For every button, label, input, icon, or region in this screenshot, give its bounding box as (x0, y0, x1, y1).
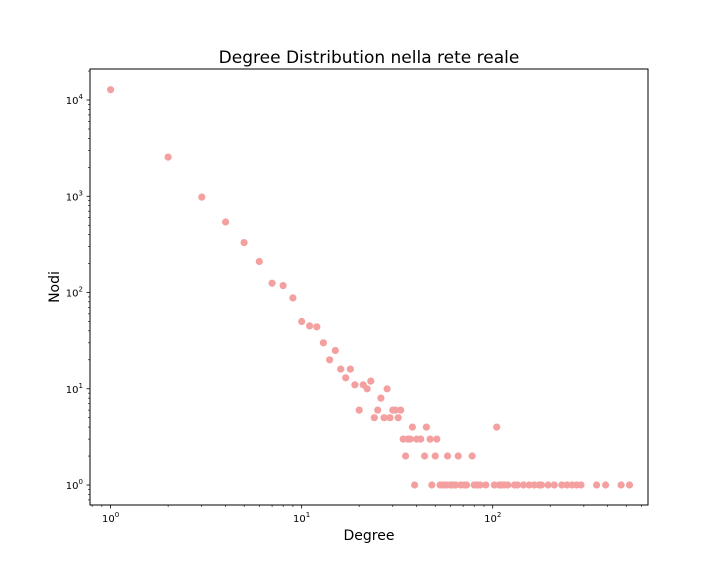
scatter-points (107, 86, 634, 489)
scatter-point (525, 481, 533, 489)
scatter-point (537, 481, 546, 489)
scatter-point (319, 339, 327, 347)
y-tick-label: 100 (66, 478, 83, 492)
scatter-point (397, 406, 405, 414)
x-tick-label: 100 (102, 511, 119, 525)
scatter-point (617, 481, 625, 489)
scatter-point (342, 374, 350, 382)
scatter-point (313, 323, 321, 331)
scatter-point (504, 481, 512, 489)
scatter-point (426, 435, 434, 443)
scatter-point (367, 377, 375, 385)
scatter-point (514, 481, 522, 489)
scatter-point (374, 406, 382, 414)
x-tick-label: 102 (484, 511, 501, 525)
scatter-point (383, 385, 391, 393)
scatter-point (476, 481, 484, 489)
y-tick-label: 104 (66, 93, 84, 107)
scatter-point (431, 452, 439, 460)
scatter-point (421, 452, 429, 460)
scatter-point (408, 423, 416, 431)
scatter-point (406, 435, 414, 443)
x-axis: 100 101 102 (91, 505, 642, 525)
scatter-point (255, 257, 263, 266)
x-tick-label: 101 (293, 511, 310, 525)
scatter-point (289, 294, 297, 302)
scatter-point (107, 86, 115, 94)
scatter-point (164, 153, 172, 161)
scatter-point (452, 481, 460, 489)
scatter-point (519, 481, 528, 489)
chart-title: Degree Distribution nella rete reale (219, 48, 520, 68)
scatter-point (493, 423, 501, 431)
y-axis: 100 101 102 103 104 (66, 70, 90, 501)
y-tick-label: 103 (66, 189, 83, 203)
scatter-point (298, 317, 306, 326)
scatter-point (198, 193, 206, 201)
scatter-point (394, 414, 402, 422)
scatter-point (482, 481, 490, 489)
scatter-point (337, 365, 345, 373)
scatter-point (346, 365, 354, 373)
scatter-point (577, 481, 585, 489)
scatter-point (331, 346, 339, 355)
scatter-point (351, 381, 359, 389)
x-axis-label: Degree (344, 528, 395, 544)
scatter-point (279, 282, 287, 290)
scatter-point (428, 481, 436, 489)
scatter-point (468, 452, 476, 460)
scatter-point (625, 481, 634, 489)
scatter-point (402, 452, 410, 460)
scatter-point (380, 414, 388, 422)
scatter-point (602, 481, 610, 489)
scatter-point (240, 239, 248, 247)
scatter-point (370, 414, 378, 422)
scatter-point (386, 414, 394, 422)
scatter-point (454, 452, 462, 460)
scatter-point (550, 481, 558, 489)
y-tick-label: 102 (66, 286, 83, 300)
scatter-point (443, 452, 452, 460)
scatter-point (222, 218, 230, 226)
plot-frame (89, 68, 649, 506)
scatter-point (411, 481, 419, 489)
scatter-point (326, 356, 334, 364)
scatter-point (417, 435, 425, 443)
scatter-point (544, 481, 552, 489)
scatter-point (363, 385, 371, 393)
scatter-point (391, 406, 400, 414)
y-tick-label: 101 (66, 382, 83, 396)
scatter-point (355, 406, 363, 414)
scatter-point (306, 322, 314, 330)
scatter-point (558, 481, 566, 489)
scatter-point (563, 481, 571, 489)
scatter-point (593, 481, 601, 489)
scatter-point (268, 279, 276, 287)
scatter-point (422, 423, 430, 431)
scatter-point (377, 394, 385, 402)
scatter-point (433, 435, 441, 443)
y-axis-label: Nodi (47, 271, 63, 303)
plot-area (89, 68, 649, 506)
scatter-point (463, 481, 471, 489)
